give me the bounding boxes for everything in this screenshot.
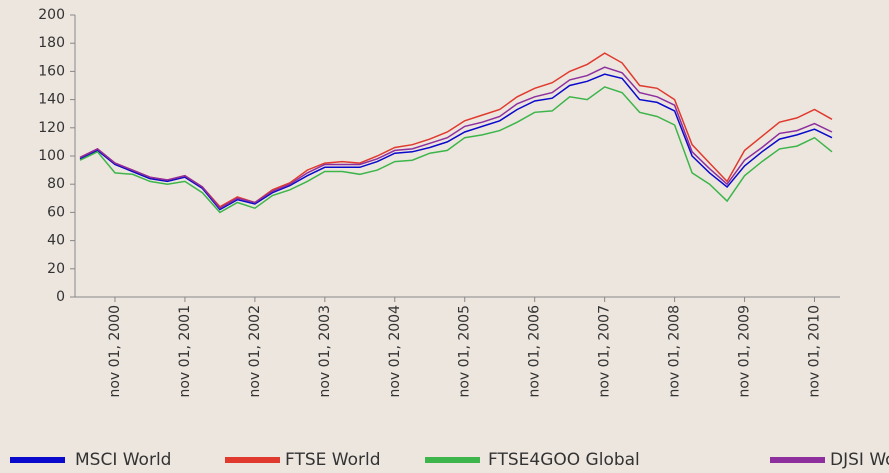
x-tick-label: nov 01, 2008 <box>667 305 683 398</box>
legend-swatch <box>10 457 65 463</box>
y-tick-label: 140 <box>38 92 65 108</box>
y-tick-label: 100 <box>38 148 65 164</box>
legend-label: MSCI World <box>75 450 171 470</box>
y-tick-label: 80 <box>47 176 65 192</box>
legend-swatch <box>225 457 280 463</box>
x-tick-label: nov 01, 2004 <box>387 305 403 398</box>
x-tick-label: nov 01, 2001 <box>177 305 193 398</box>
legend-label: FTSE4GOO Global <box>488 450 640 470</box>
legend-swatch <box>425 457 480 463</box>
x-tick-label: nov 01, 2005 <box>457 305 473 398</box>
series-line <box>79 73 833 211</box>
x-tick-label: nov 01, 2009 <box>737 305 753 398</box>
legend-label: FTSE World <box>285 450 381 470</box>
y-tick-label: 200 <box>38 7 65 23</box>
x-tick-label: nov 01, 2002 <box>247 305 263 398</box>
x-tick-label: nov 01, 2006 <box>527 305 543 398</box>
y-tick-label: 60 <box>47 204 65 220</box>
x-tick-label: nov 01, 2000 <box>107 305 123 398</box>
x-tick-label: nov 01, 2010 <box>807 305 823 398</box>
series-line <box>79 52 833 208</box>
y-tick-label: 160 <box>38 63 65 79</box>
y-tick-label: 0 <box>56 289 65 305</box>
y-tick-label: 180 <box>38 35 65 51</box>
x-tick-label: nov 01, 2003 <box>317 305 333 398</box>
x-tick-label: nov 01, 2007 <box>597 305 613 398</box>
series-line <box>79 66 833 210</box>
y-tick-label: 20 <box>47 261 65 277</box>
y-tick-label: 40 <box>47 233 65 249</box>
legend-label: DJSI World <box>830 450 889 470</box>
y-tick-label: 120 <box>38 120 65 136</box>
legend-swatch <box>770 457 825 463</box>
series-line <box>79 86 833 214</box>
